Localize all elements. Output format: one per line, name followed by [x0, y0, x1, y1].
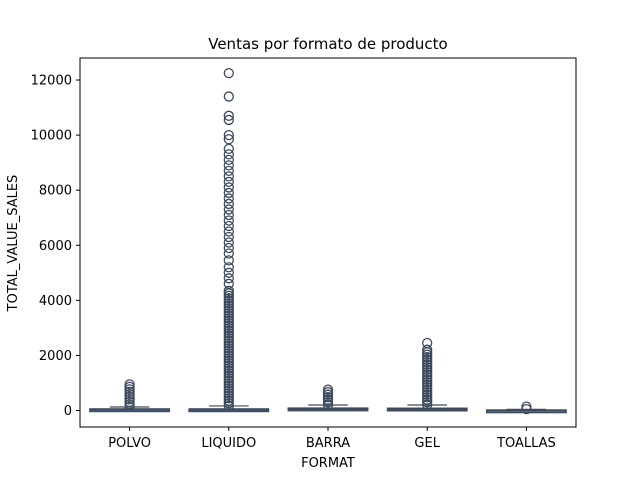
outlier-point [223, 285, 234, 296]
outlier-point [223, 226, 234, 237]
box-liquido [188, 67, 270, 413]
outlier-point [223, 273, 234, 284]
box-polvo [89, 379, 171, 413]
outlier-point [223, 204, 234, 215]
outlier-point [223, 67, 234, 79]
x-axis-label: FORMAT [301, 456, 355, 471]
outlier-point [223, 160, 234, 171]
outlier-point [422, 337, 433, 349]
outlier-point [322, 384, 334, 395]
y-tick-label: 2000 [39, 349, 72, 364]
x-tick-label: LIQUIDO [201, 436, 256, 451]
outlier-point [223, 237, 234, 248]
y-tick-label: 0 [64, 404, 72, 419]
outlier-point [223, 110, 234, 121]
outlier-point [223, 91, 234, 102]
outlier-point [223, 231, 234, 243]
outlier-point [223, 209, 234, 221]
outlier-point [223, 198, 234, 210]
outlier-point [223, 171, 234, 182]
outlier-point [223, 278, 234, 289]
outlier-point [223, 134, 234, 145]
outlier-point [422, 344, 433, 355]
chart-title: Ventas por formato de producto [208, 35, 448, 53]
outlier-point [223, 267, 234, 278]
y-tick-label: 12000 [31, 74, 72, 89]
x-tick-label: GEL [414, 436, 440, 451]
y-tick-label: 6000 [39, 239, 72, 254]
outlier-point [223, 255, 234, 266]
outlier-point [223, 114, 234, 126]
box-barra [287, 384, 369, 412]
outlier-point [223, 176, 234, 188]
y-tick-label: 4000 [39, 294, 72, 309]
plot-frame [79, 57, 577, 428]
outlier-point [223, 182, 234, 193]
x-axis: POLVO LIQUIDO BARRA GEL TOALLAS [108, 427, 556, 451]
outlier-point [223, 165, 234, 177]
box-gel [386, 337, 468, 412]
outlier-point [223, 220, 234, 232]
outlier-point [223, 262, 234, 273]
x-tick-label: TOALLAS [496, 436, 556, 451]
box-toallas [485, 401, 567, 415]
outlier-point [223, 215, 234, 226]
outlier-point [223, 129, 234, 141]
x-tick-label: BARRA [306, 436, 350, 451]
outlier-point [223, 193, 234, 204]
y-axis-label: TOTAL_VALUE_SALES [6, 175, 21, 313]
outlier-point [223, 154, 234, 166]
y-axis: 0 2000 4000 6000 8000 10000 12000 [31, 74, 80, 419]
outlier-point [223, 149, 234, 160]
outlier-point [223, 242, 234, 254]
outlier-point [223, 248, 234, 259]
x-tick-label: POLVO [108, 436, 151, 451]
outlier-point [124, 379, 135, 390]
y-tick-label: 10000 [31, 129, 72, 144]
outlier-point [223, 187, 234, 199]
outlier-point [223, 143, 234, 155]
y-tick-label: 8000 [39, 184, 72, 199]
plot-area [89, 67, 567, 415]
